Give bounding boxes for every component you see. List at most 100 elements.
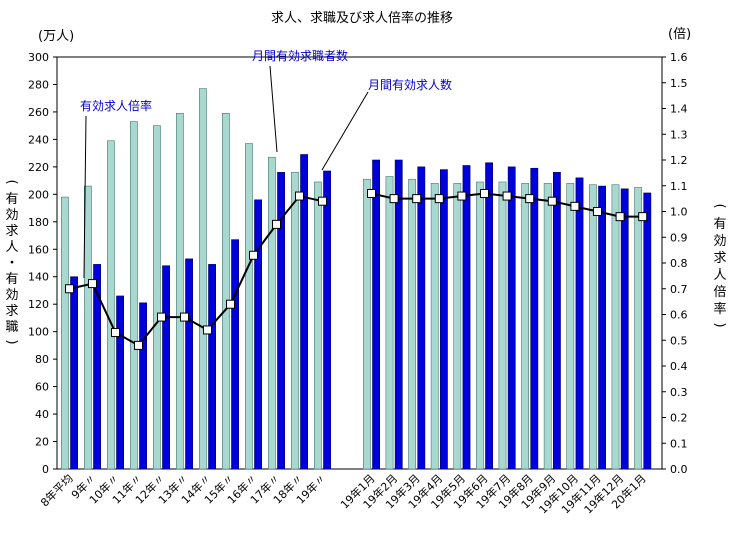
bar-job-openings [116, 295, 124, 470]
ratio-point [134, 340, 143, 350]
left-tick-label: 240 [28, 133, 49, 146]
bar-job-seekers [130, 121, 138, 470]
bar-job-openings [462, 165, 471, 470]
right-tick-label: 0.8 [670, 257, 688, 270]
bar-job-openings [300, 154, 308, 470]
right-axis-unit: (倍) [668, 27, 691, 42]
bar-job-seekers [408, 178, 416, 470]
bar-job-seekers [245, 143, 253, 470]
bar-job-seekers [588, 184, 597, 470]
bar-job-seekers [222, 113, 230, 470]
ratio-point [480, 188, 489, 198]
ratio-point [367, 188, 376, 198]
right-tick-label: 0.3 [670, 386, 688, 399]
bar-job-seekers [543, 183, 552, 470]
series-label-job-openings: 月間有効求人数 [368, 77, 452, 92]
ratio-point [226, 299, 235, 309]
bar-job-openings [439, 169, 448, 470]
ratio-point [412, 194, 422, 204]
vertical-label-char: 求 [713, 251, 726, 266]
bar-job-openings [598, 185, 606, 470]
right-tick-label: 0.9 [670, 231, 688, 244]
bar-job-openings [254, 199, 262, 470]
left-tick-label: 20 [35, 436, 49, 449]
left-tick-label: 60 [35, 381, 49, 394]
bar-job-seekers [313, 181, 322, 470]
ratio-point [457, 191, 467, 201]
bar-job-openings [552, 172, 561, 470]
ratio-point [203, 325, 212, 335]
left-tick-label: 220 [28, 161, 49, 174]
bar-job-openings [643, 192, 652, 470]
vertical-label-char: ) [4, 339, 19, 344]
bar-job-openings [372, 159, 380, 470]
right-tick-label: 1.0 [670, 206, 688, 219]
bar-job-openings [70, 276, 78, 470]
left-tick-label: 280 [28, 78, 49, 91]
bar-job-openings [485, 162, 493, 470]
right-tick-label: 0.1 [670, 437, 688, 450]
bar-job-openings [185, 258, 193, 470]
bar-job-openings [394, 159, 403, 470]
vertical-label-char: 職 [5, 320, 18, 335]
bar-job-seekers [430, 183, 439, 470]
left-axis-vertical-label: (有効求人・有効求職) [4, 179, 19, 344]
left-tick-label: 300 [28, 51, 49, 64]
bar-job-openings [231, 239, 239, 470]
vertical-label-char: ) [712, 322, 727, 327]
bar-job-seekers [611, 184, 620, 470]
right-tick-label: 1.1 [670, 180, 688, 193]
bar-job-openings [208, 264, 216, 470]
bar-job-openings [162, 265, 170, 470]
bar-job-seekers [290, 172, 299, 470]
right-axis-vertical-label: (有効求人倍率) [712, 203, 727, 327]
ratio-point [525, 194, 535, 204]
bar-job-seekers [107, 140, 115, 470]
vertical-label-char: 有 [713, 217, 726, 232]
bar-job-openings [530, 167, 539, 470]
bar-job-openings [417, 166, 426, 470]
left-axis-unit: (万人) [38, 29, 74, 44]
ratio-point [272, 219, 281, 229]
bar-job-openings [323, 170, 331, 470]
vertical-label-char: 求 [5, 224, 18, 239]
bar-job-openings [277, 172, 285, 470]
left-tick-label: 80 [35, 353, 49, 366]
right-tick-label: 0.7 [670, 283, 688, 296]
right-tick-label: 1.5 [670, 77, 688, 90]
bar-job-openings [139, 302, 147, 470]
bar-job-openings [507, 166, 516, 470]
leader-ratio [83, 115, 87, 279]
left-tick-label: 40 [35, 408, 49, 421]
bar-job-seekers [60, 196, 69, 470]
leader-job-openings [321, 91, 369, 171]
ratio-point [570, 201, 580, 211]
right-tick-label: 0.6 [670, 309, 688, 322]
ratio-point [547, 196, 557, 206]
bar-job-seekers [153, 125, 161, 470]
series-label-ratio: 有効求人倍率 [80, 98, 152, 113]
vertical-label-char: 効 [5, 208, 18, 223]
series-labels: 有効求人倍率 月間有効求職者数 月間有効求人数 [80, 48, 452, 113]
left-tick-label: 180 [28, 216, 49, 229]
right-tick-label: 0.4 [670, 360, 688, 373]
vertical-label-char: ( [712, 203, 727, 208]
bar-job-seekers [634, 187, 642, 470]
left-tick-label: 260 [28, 106, 49, 119]
ratio-point [65, 284, 74, 294]
plot-area: 0 20 40 60 80 100 120 140 160 180 200 220 240 260 280 3… [28, 51, 688, 476]
ratio-point [434, 194, 444, 204]
bar-job-seekers [84, 185, 92, 470]
right-tick-label: 1.3 [670, 128, 688, 141]
series-label-job-seekers: 月間有効求職者数 [252, 48, 348, 63]
ratio-point [638, 212, 648, 222]
vertical-label-char: 求 [5, 304, 18, 319]
bar-job-seekers [385, 176, 394, 470]
bar-job-seekers [453, 183, 462, 470]
right-tick-label: 1.2 [670, 154, 688, 167]
bar-job-seekers [498, 181, 507, 470]
ratio-point [502, 191, 512, 201]
ratio-point [180, 312, 189, 322]
bar-job-seekers [176, 113, 184, 470]
